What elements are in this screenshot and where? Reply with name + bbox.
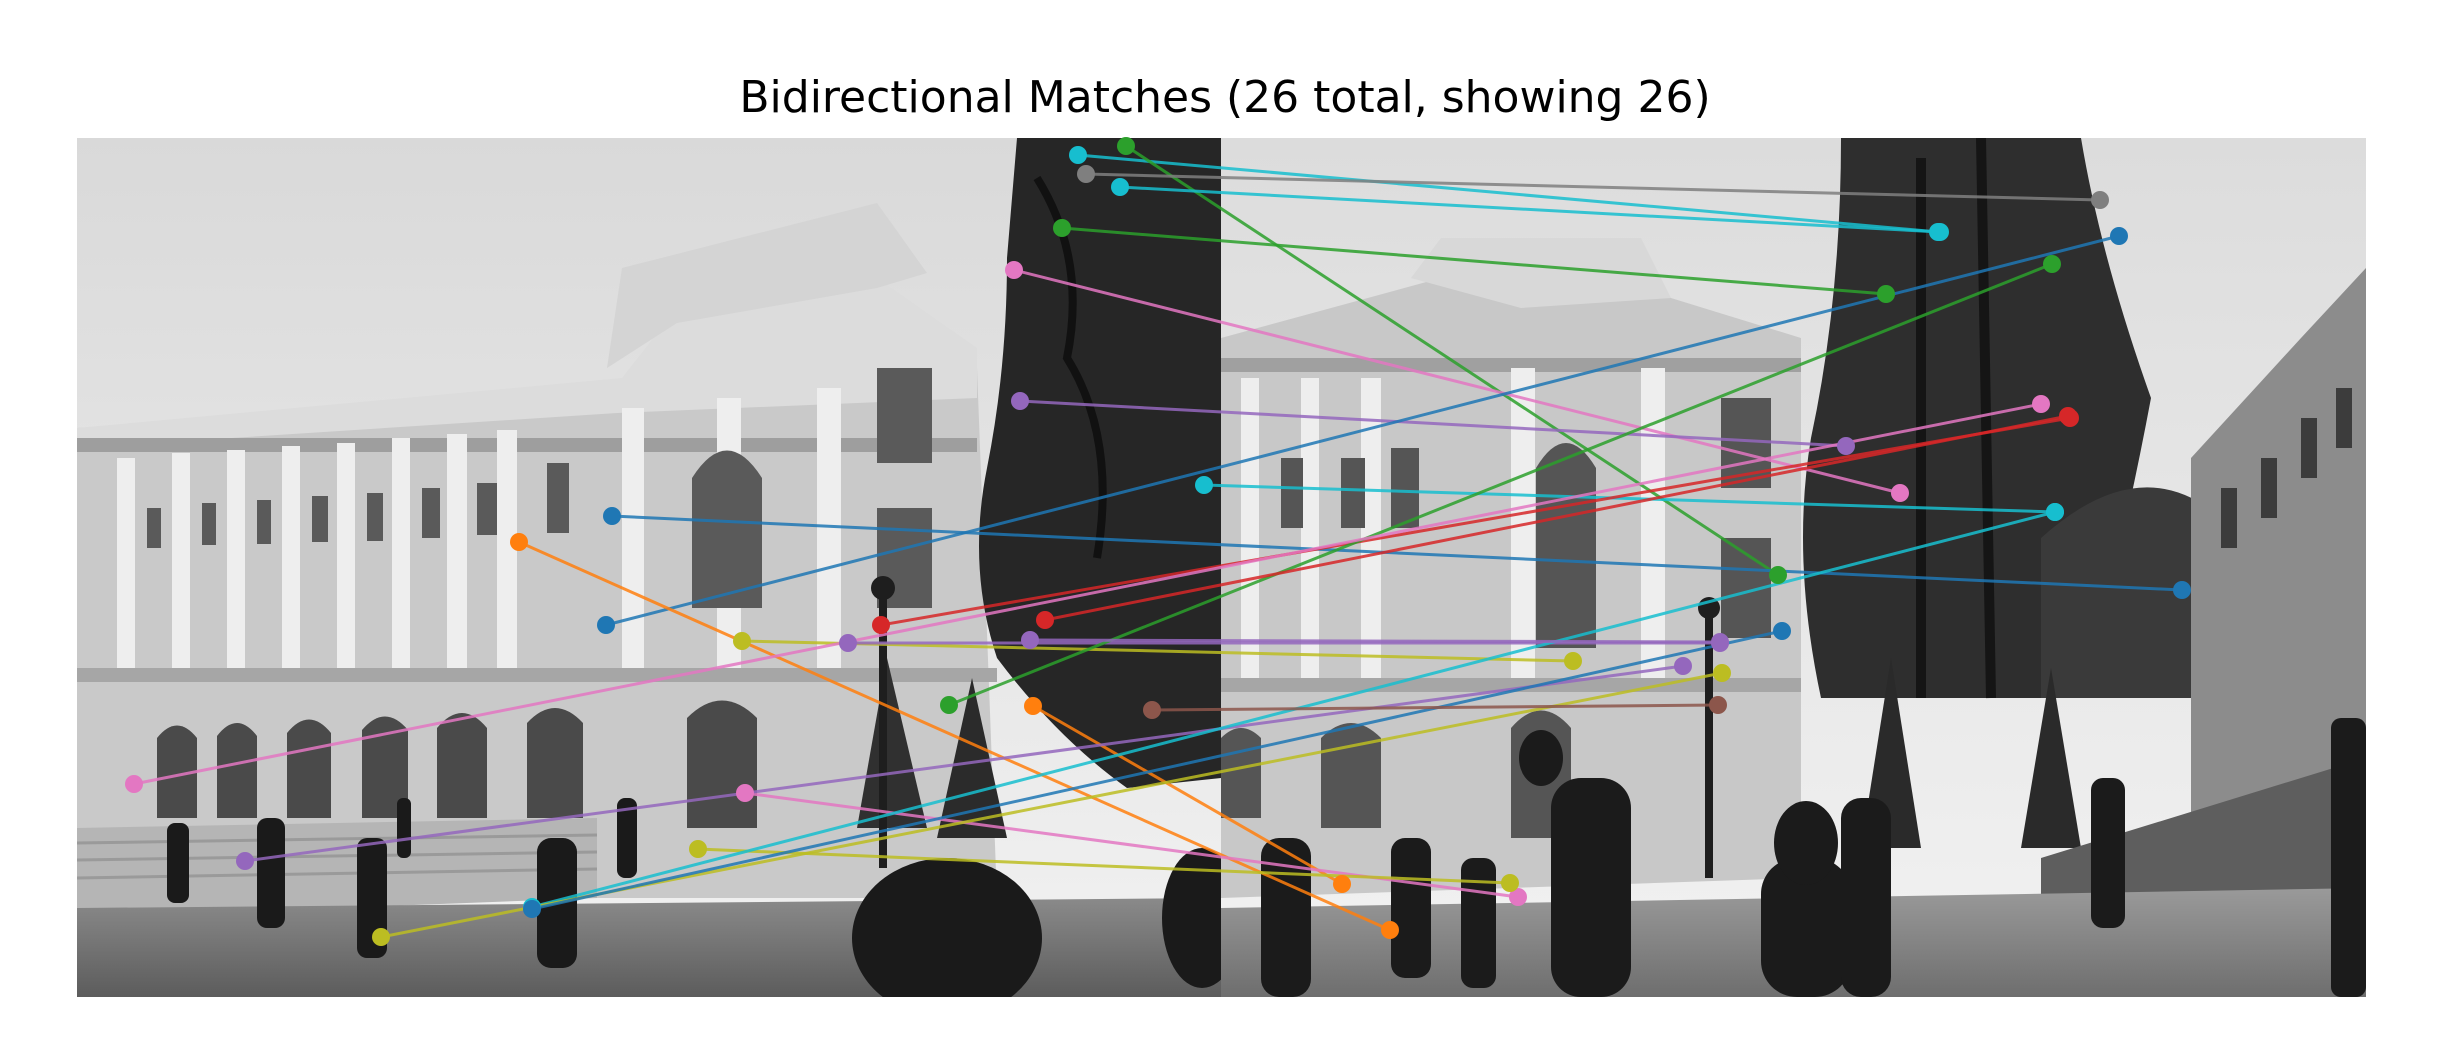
right-image-panel: [1221, 138, 2366, 997]
left-image-panel: [77, 138, 1221, 997]
right-photo: [1221, 138, 2366, 997]
figure-title: Bidirectional Matches (26 total, showing…: [739, 72, 1711, 123]
left-photo: [77, 138, 1221, 997]
